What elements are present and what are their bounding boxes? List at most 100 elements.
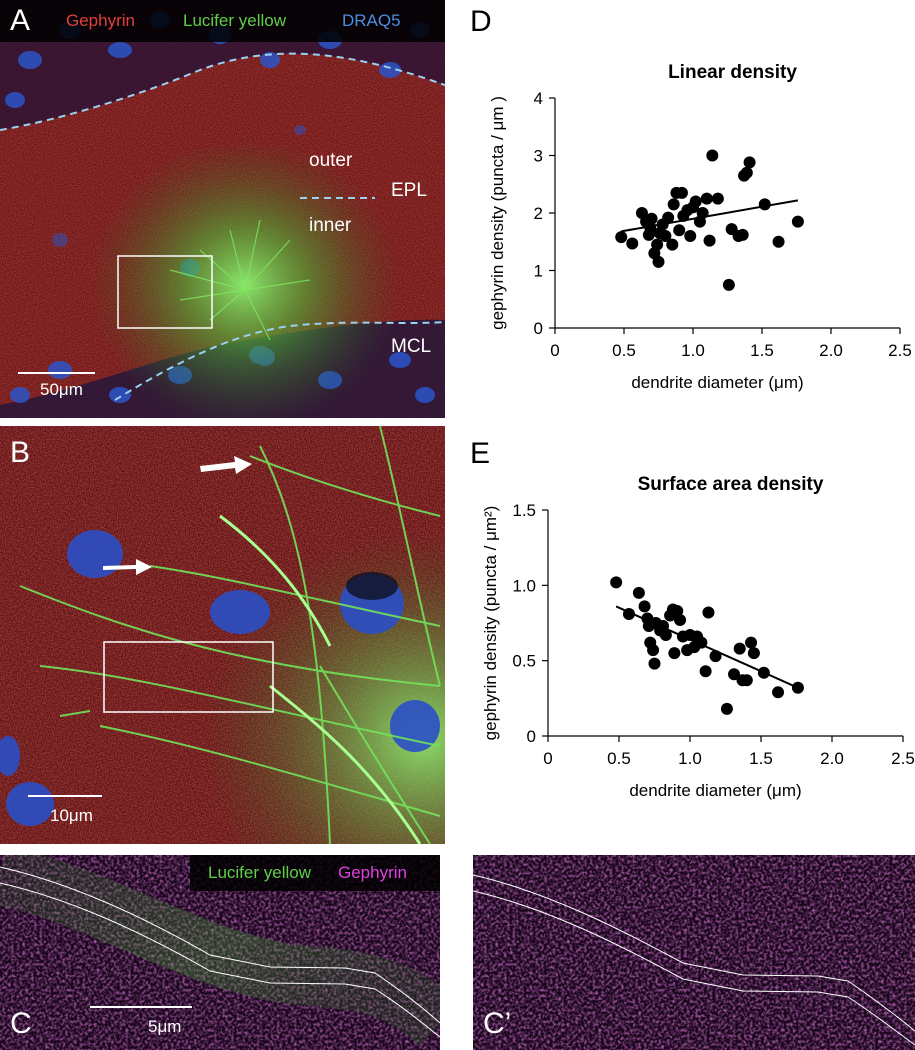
data-point xyxy=(733,642,746,655)
data-point xyxy=(700,192,713,205)
data-point xyxy=(747,647,760,660)
chart-e-svg: Surface area density 0 0.5 1.0 1.5 2.0 2.5 0 0.5… xyxy=(481,474,915,800)
data-point xyxy=(610,576,623,589)
chart-title: Linear density xyxy=(668,62,797,83)
panel-c-prime-image xyxy=(473,855,915,1050)
x-tick-label: 1.0 xyxy=(678,749,702,768)
x-tick-label: 2.0 xyxy=(820,749,844,768)
y-tick-label: 0 xyxy=(534,319,543,338)
data-point xyxy=(638,600,651,613)
x-tick-label: 0 xyxy=(543,749,552,768)
data-point xyxy=(772,686,785,699)
arrow-upper xyxy=(200,456,252,474)
panel-a-letter: A xyxy=(10,4,31,37)
data-point xyxy=(647,644,660,657)
data-point xyxy=(757,666,770,679)
data-point xyxy=(659,230,672,242)
y-tick-label: 4 xyxy=(534,89,543,108)
panel-c-prime-micrograph: C’ xyxy=(473,855,915,1050)
data-point xyxy=(702,606,715,619)
x-tick-label: 2.0 xyxy=(819,341,843,360)
data-point xyxy=(659,629,672,642)
y-tick-label: 1.5 xyxy=(512,501,536,520)
data-point xyxy=(674,613,687,626)
chart-title: Surface area density xyxy=(638,474,824,495)
y-axis-label: gephyrin density (puncta / μm²) xyxy=(481,506,500,741)
data-point xyxy=(740,166,753,179)
y-tick-label: 3 xyxy=(534,147,543,166)
legend-lucifer-yellow: Lucifer yellow xyxy=(183,11,286,30)
data-point xyxy=(622,607,635,620)
chart-d-svg: Linear density 0 0.5 1.0 1.5 2.0 2.5 0 1 2 3 4 dendr… xyxy=(488,62,912,392)
label-outer: outer xyxy=(309,150,353,171)
data-point xyxy=(720,702,733,715)
label-inner: inner xyxy=(309,215,352,236)
y-tick-label: 0.5 xyxy=(512,652,536,671)
scale-bar-b-label: 10μm xyxy=(50,806,93,825)
data-point xyxy=(722,278,735,291)
x-tick-label: 2.5 xyxy=(888,341,912,360)
panel-c-micrograph: Lucifer yellow Gephyrin C 5μm xyxy=(0,855,440,1050)
panel-c-image xyxy=(0,855,440,1050)
panel-b-letter: B xyxy=(10,436,31,469)
data-point xyxy=(673,224,686,237)
x-tick-label: 1.5 xyxy=(750,341,774,360)
y-tick-label: 1.0 xyxy=(512,576,536,595)
x-tick-label: 0.5 xyxy=(612,341,636,360)
y-tick-label: 1 xyxy=(534,262,543,281)
data-point xyxy=(675,186,688,199)
data-point xyxy=(615,231,628,244)
x-tick-label: 2.5 xyxy=(891,749,915,768)
data-point xyxy=(711,192,724,205)
data-point xyxy=(758,198,771,211)
x-tick-label: 0.5 xyxy=(607,749,631,768)
scale-bar-a-label: 50μm xyxy=(40,380,83,399)
data-point xyxy=(745,636,758,649)
label-mcl: MCL xyxy=(391,336,432,357)
data-point xyxy=(740,674,753,687)
legend-c-lucifer-yellow: Lucifer yellow xyxy=(208,863,311,882)
data-point xyxy=(645,212,658,225)
data-point xyxy=(652,255,665,268)
data-point xyxy=(743,156,756,169)
data-point xyxy=(668,647,681,660)
data-point xyxy=(703,234,716,247)
y-tick-label: 2 xyxy=(534,204,543,223)
data-point xyxy=(657,620,670,633)
panel-d-letter: D xyxy=(470,5,492,38)
data-point xyxy=(736,228,749,241)
data-point xyxy=(709,650,722,663)
chart-d: Linear density 0 0.5 1.0 1.5 2.0 2.5 0 1 2 3 4 dendr… xyxy=(455,0,915,420)
x-axis-label: dendrite diameter (μm) xyxy=(629,781,801,800)
panel-c-prime-letter: C’ xyxy=(483,1007,512,1040)
panel-c-letter: C xyxy=(10,1007,32,1040)
label-epl: EPL xyxy=(391,180,427,201)
data-point xyxy=(626,237,639,250)
panel-b-image xyxy=(0,426,445,844)
data-point xyxy=(791,215,804,228)
panel-a-image xyxy=(0,0,445,418)
data-point xyxy=(632,586,645,599)
x-tick-label: 1.5 xyxy=(749,749,773,768)
data-point xyxy=(648,657,661,670)
data-point xyxy=(684,230,697,242)
legend-gephyrin: Gephyrin xyxy=(66,11,135,30)
legend-draq5: DRAQ5 xyxy=(342,11,401,30)
y-tick-label: 0 xyxy=(527,727,536,746)
data-point xyxy=(772,235,785,248)
data-point xyxy=(695,636,708,649)
scale-bar-c-label: 5μm xyxy=(148,1017,182,1036)
data-point xyxy=(667,198,680,211)
data-point xyxy=(666,238,679,251)
data-point xyxy=(728,668,741,681)
x-axis-label: dendrite diameter (μm) xyxy=(631,373,803,392)
arrow-lower xyxy=(103,559,152,575)
data-point xyxy=(791,681,804,694)
y-axis-label: gephyrin density (puncta / μm ) xyxy=(488,96,507,330)
data-point xyxy=(706,149,719,162)
data-point xyxy=(696,207,709,219)
panel-b-micrograph: B 10μm xyxy=(0,426,445,844)
x-tick-label: 0 xyxy=(550,341,559,360)
x-tick-label: 1.0 xyxy=(681,341,705,360)
panel-e-letter: E xyxy=(470,437,491,470)
